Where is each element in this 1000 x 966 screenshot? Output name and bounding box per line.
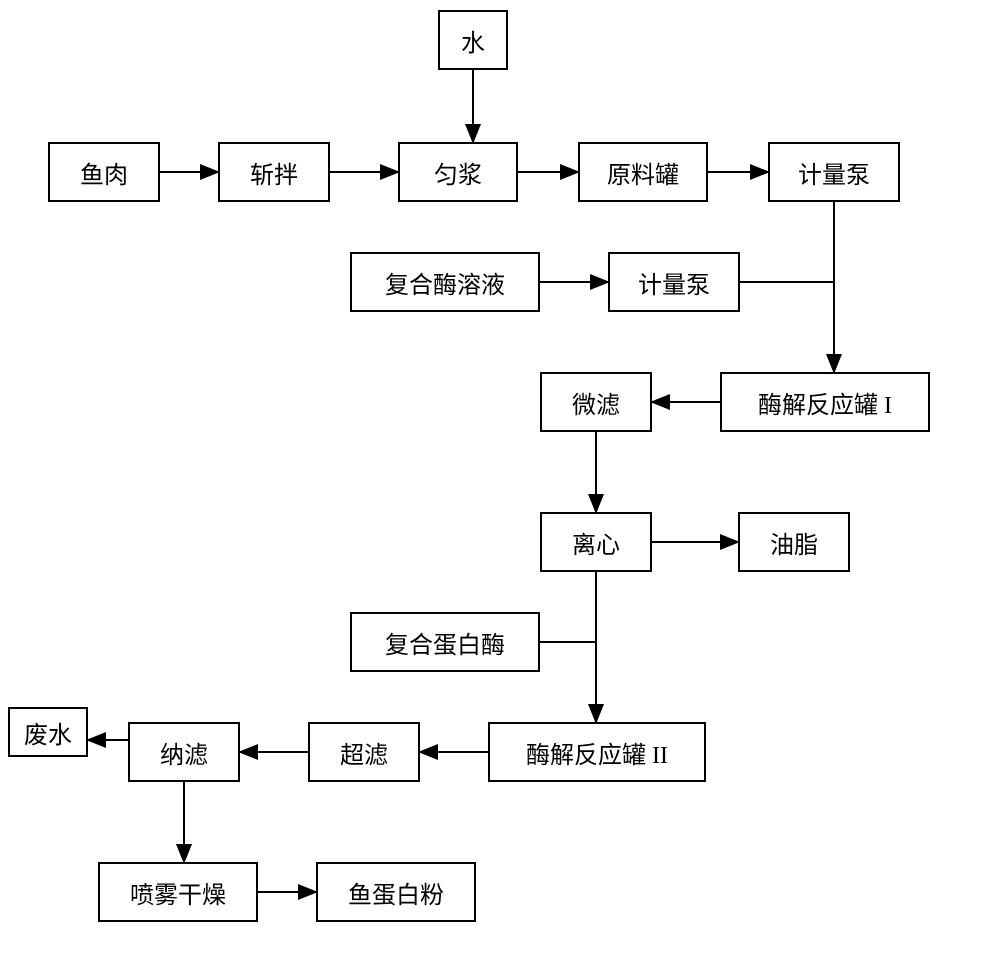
node-react1: 酶解反应罐 I [720, 372, 930, 432]
node-oil: 油脂 [738, 512, 850, 572]
node-nanof: 纳滤 [128, 722, 240, 782]
node-pump1: 计量泵 [768, 142, 900, 202]
node-ultraf: 超滤 [308, 722, 420, 782]
node-centri: 离心 [540, 512, 652, 572]
node-spray: 喷雾干燥 [98, 862, 258, 922]
node-rawmat: 原料罐 [578, 142, 708, 202]
node-fish: 鱼肉 [48, 142, 160, 202]
node-pump2: 计量泵 [608, 252, 740, 312]
node-chop: 斩拌 [218, 142, 330, 202]
node-slurry: 匀浆 [398, 142, 518, 202]
node-powder: 鱼蛋白粉 [316, 862, 476, 922]
node-water: 水 [438, 10, 508, 70]
node-waste: 废水 [8, 707, 88, 757]
node-microf: 微滤 [540, 372, 652, 432]
node-protease: 复合蛋白酶 [350, 612, 540, 672]
node-enzsol: 复合酶溶液 [350, 252, 540, 312]
node-react2: 酶解反应罐 II [488, 722, 706, 782]
